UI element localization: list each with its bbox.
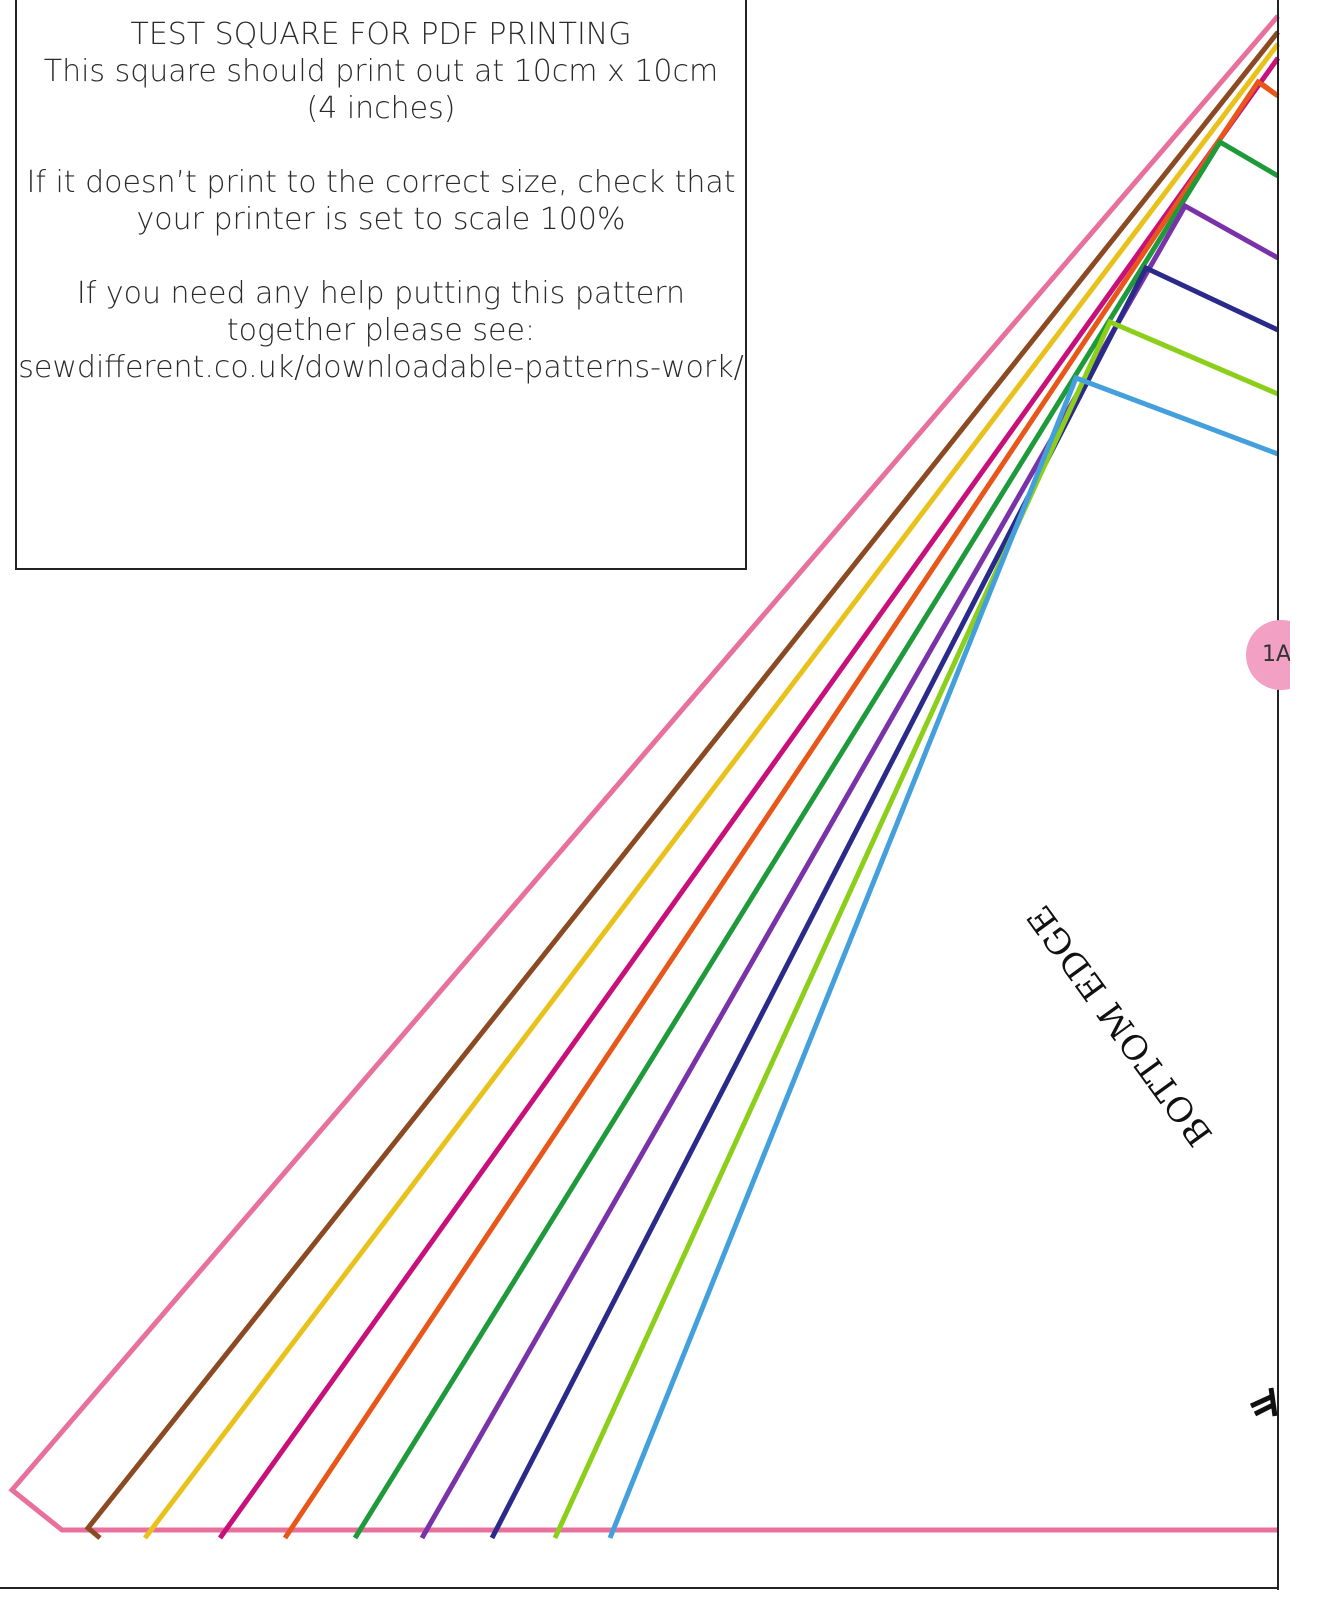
test-square-help-note-2: together please see: [226, 313, 536, 348]
page-border-bottom [0, 1587, 1279, 1589]
test-square-scale-note-1: If it doesn’t print to the correct size,… [26, 165, 736, 200]
size-line-3 [143, 42, 1280, 1540]
tab-marker-1a: 1A [1246, 620, 1290, 690]
size-line-5 [282, 78, 1280, 1540]
test-square: TEST SQUARE FOR PDF PRINTING This square… [15, 0, 747, 570]
page-border-right [1277, 0, 1279, 1590]
partial-text-fragment [1245, 1370, 1285, 1420]
size-line-2 [84, 30, 1280, 1540]
size-line-9 [552, 318, 1279, 1540]
test-square-size-note: This square should print out at 10cm x 1… [43, 54, 719, 89]
tab-marker-label: 1A [1262, 642, 1290, 667]
test-square-help-url: sewdifferent.co.uk/downloadable-patterns… [18, 350, 744, 385]
size-line-7 [419, 202, 1280, 1540]
size-line-4 [217, 56, 1281, 1540]
test-square-inches-note: (4 inches) [306, 91, 456, 126]
size-line-10 [607, 374, 1279, 1539]
size-line-8 [489, 264, 1280, 1540]
size-line-1 [8, 14, 1280, 1533]
test-square-scale-note-2: your printer is set to scale 100% [136, 202, 626, 237]
size-line-6 [352, 138, 1280, 1540]
tab-marker-clip: 1A [1240, 610, 1290, 700]
test-square-help-note-1: If you need any help putting this patter… [76, 276, 686, 311]
test-square-title: TEST SQUARE FOR PDF PRINTING [130, 17, 632, 52]
